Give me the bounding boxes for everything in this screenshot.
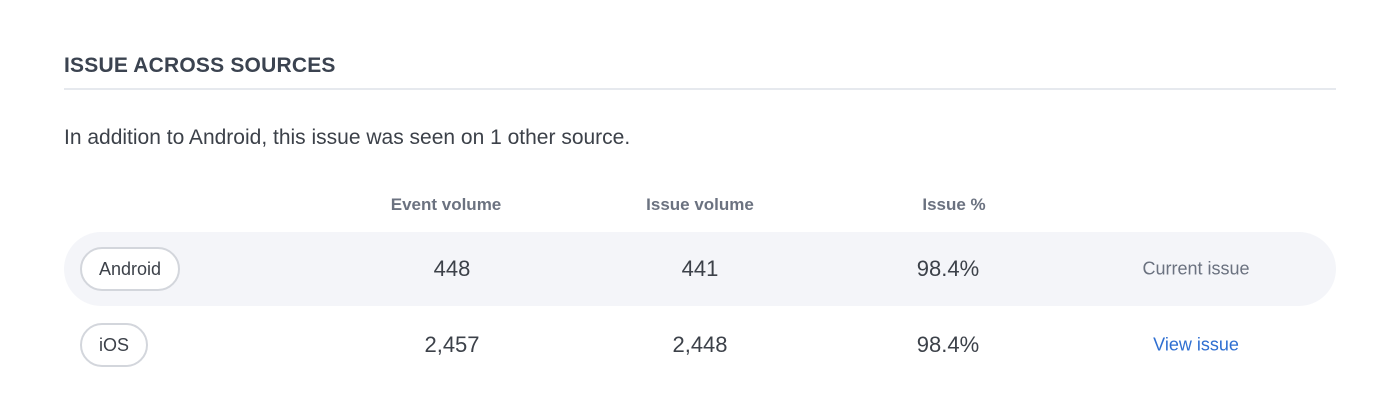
section-title: ISSUE ACROSS SOURCES bbox=[64, 54, 336, 77]
issue-percent: 98.4% bbox=[916, 256, 980, 281]
section-description: In addition to Android, this issue was s… bbox=[64, 126, 631, 149]
event-volume: 2,457 bbox=[424, 332, 480, 357]
section-divider bbox=[64, 88, 1336, 90]
current-issue-label: Current issue bbox=[1142, 258, 1250, 279]
issue-volume: 2,448 bbox=[672, 332, 728, 357]
event-volume: 448 bbox=[433, 256, 471, 281]
source-pill: Android bbox=[80, 247, 181, 291]
header-event-volume: Event volume bbox=[390, 195, 502, 214]
source-pill: iOS bbox=[80, 323, 149, 367]
header-issue-percent: Issue % bbox=[922, 195, 986, 214]
issue-percent: 98.4% bbox=[916, 332, 980, 357]
table-row-android: Android 448 441 98.4% Current issue bbox=[64, 232, 1336, 306]
header-issue-volume: Issue volume bbox=[646, 195, 754, 214]
issue-volume: 441 bbox=[681, 256, 719, 281]
table-row-ios: iOS 2,457 2,448 98.4% View issue bbox=[64, 308, 1336, 382]
view-issue-link[interactable]: View issue bbox=[1153, 334, 1239, 355]
